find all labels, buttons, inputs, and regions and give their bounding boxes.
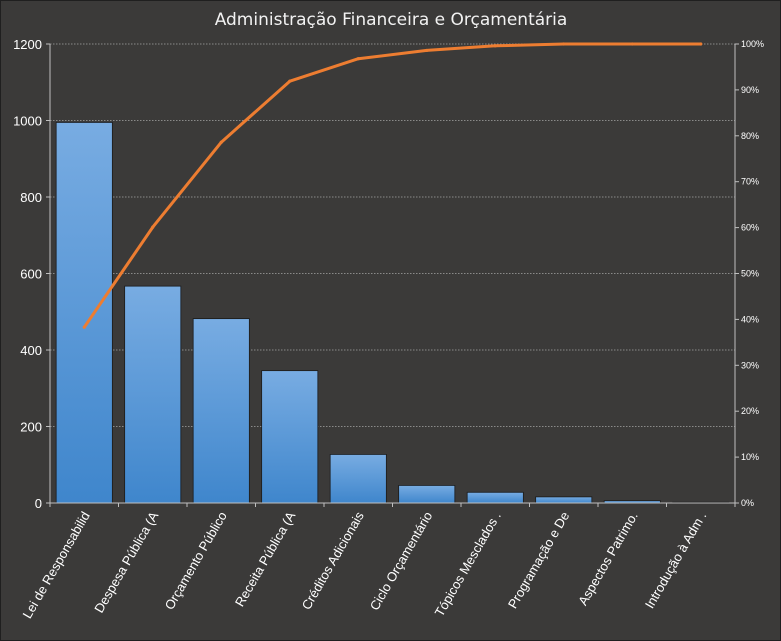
bar xyxy=(192,318,250,504)
y2-tick-label: 70% xyxy=(741,177,759,187)
line-point xyxy=(699,42,703,46)
y2-tick-label: 50% xyxy=(741,269,759,279)
bar xyxy=(261,370,319,504)
line-point xyxy=(219,140,223,144)
y2-tick-label: 100% xyxy=(741,39,764,49)
bars xyxy=(55,122,730,504)
axes xyxy=(46,43,739,507)
y2-tick-label: 40% xyxy=(741,314,759,324)
y-tick-label: 200 xyxy=(20,420,42,435)
y2-tick-label: 80% xyxy=(741,131,759,141)
line-point xyxy=(82,325,86,329)
y2-tick-label: 20% xyxy=(741,406,759,416)
y-tick-label: 0 xyxy=(35,496,42,511)
line-point xyxy=(630,42,634,46)
line-point xyxy=(425,48,429,53)
y-tick-label: 1000 xyxy=(13,114,42,129)
line-point xyxy=(288,79,292,83)
bar xyxy=(329,454,387,504)
y2-tick-label: 30% xyxy=(741,360,759,370)
bar xyxy=(535,496,593,504)
y-tick-label: 600 xyxy=(20,267,42,282)
line-point xyxy=(356,57,360,61)
line-point xyxy=(562,42,566,46)
bar xyxy=(124,285,182,504)
y2-tick-label: 90% xyxy=(741,85,759,95)
bar xyxy=(55,122,113,504)
y2-tick-label: 10% xyxy=(741,452,759,462)
cumulative-line xyxy=(82,42,703,329)
y-tick-label: 800 xyxy=(20,190,42,205)
bar xyxy=(398,485,456,504)
y2-tick-label: 0% xyxy=(741,498,754,508)
bar xyxy=(466,491,524,504)
line-point xyxy=(151,225,155,229)
chart-title: Administração Financeira e Orçamentária xyxy=(215,10,568,30)
cumulative-line-path xyxy=(83,42,701,329)
line-point xyxy=(493,44,497,48)
y2-tick-label: 60% xyxy=(741,223,759,233)
y-tick-label: 400 xyxy=(20,343,42,358)
y-tick-label: 1200 xyxy=(13,37,42,52)
